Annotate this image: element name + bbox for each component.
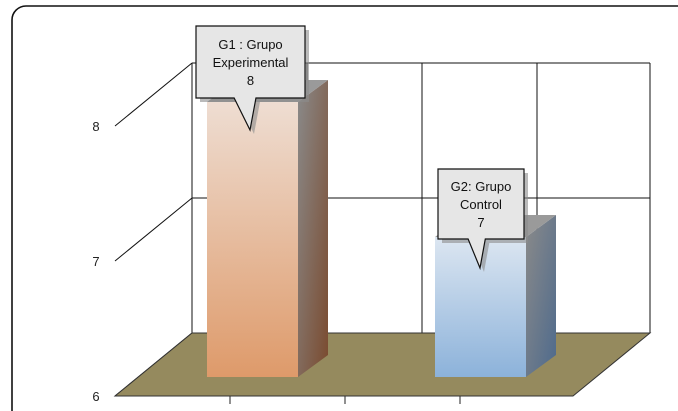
bar-side [526, 215, 556, 377]
data-callouts: G1 : Grupo Experimental 8 G2: Grupo Control 7 [195, 25, 528, 272]
y-tick-label: 6 [92, 389, 99, 404]
bar-side [298, 80, 328, 377]
data-callout [195, 25, 306, 132]
data-label: Experimental [213, 55, 289, 70]
data-callout [437, 168, 525, 271]
y-axis-ticks: 6 7 8 [92, 119, 99, 404]
data-label: Control [460, 197, 502, 212]
data-label: G1 : Grupo [218, 37, 282, 52]
y-tick-label: 7 [92, 254, 99, 269]
chart-floor [113, 332, 652, 397]
y-tick-label: 8 [92, 119, 99, 134]
data-label: 8 [247, 73, 254, 88]
bar [207, 102, 298, 377]
grid-side [114, 62, 193, 127]
data-label: 7 [477, 215, 484, 230]
data-label: G2: Grupo [451, 179, 512, 194]
grid-side [114, 197, 193, 262]
